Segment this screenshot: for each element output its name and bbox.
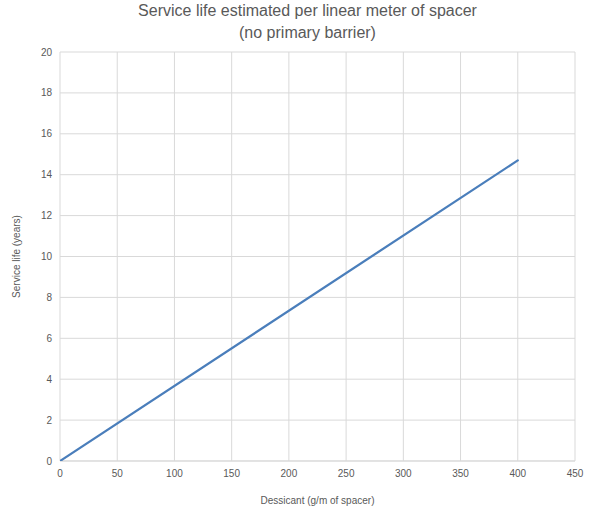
y-grid-line	[60, 133, 575, 134]
y-tick-label: 10	[41, 251, 53, 262]
x-tick-label: 0	[57, 468, 63, 479]
x-axis-label: Dessicant (g/m of spacer)	[261, 495, 375, 506]
y-tick-label: 0	[46, 456, 52, 467]
y-tick-label: 20	[41, 47, 53, 58]
x-tick-label: 450	[567, 468, 584, 479]
x-axis-line	[60, 461, 575, 462]
x-tick-label: 250	[338, 468, 355, 479]
y-tick-label: 2	[46, 415, 52, 426]
y-tick-label: 14	[41, 169, 53, 180]
y-tick-label: 4	[46, 374, 52, 385]
y-grid-line	[60, 338, 575, 339]
y-grid-line	[60, 92, 575, 93]
y-grid-line	[60, 215, 575, 216]
y-grid-line	[60, 256, 575, 257]
y-tick-label: 16	[41, 128, 53, 139]
y-grid-line	[60, 420, 575, 421]
tick-labels: 0246810121416182005010015020025030035040…	[41, 47, 584, 480]
x-grid-line	[517, 52, 518, 461]
y-tick-label: 8	[46, 292, 52, 303]
x-grid-line	[174, 52, 175, 461]
y-tick-label: 12	[41, 210, 53, 221]
x-tick-label: 300	[395, 468, 412, 479]
y-grid-line	[60, 379, 575, 380]
x-grid-line	[575, 52, 576, 461]
y-axis-label: Service life (years)	[11, 215, 22, 298]
y-tick-label: 18	[41, 87, 53, 98]
x-grid-line	[60, 52, 61, 461]
x-grid-line	[288, 52, 289, 461]
y-grid-line	[60, 461, 575, 462]
x-tick-label: 100	[166, 468, 183, 479]
x-tick-label: 350	[452, 468, 469, 479]
subtitle: (no primary barrier)	[239, 24, 376, 41]
x-tick-label: 400	[509, 468, 526, 479]
chart-svg: Service life estimated per linear meter …	[0, 0, 600, 532]
plot-area	[60, 160, 518, 461]
y-grid-line	[60, 52, 575, 53]
x-tick-label: 150	[223, 468, 240, 479]
title: Service life estimated per linear meter …	[138, 2, 477, 19]
grid	[60, 52, 575, 461]
x-grid-line	[346, 52, 347, 461]
chart-container: Service life estimated per linear meter …	[0, 0, 600, 532]
x-grid-line	[460, 52, 461, 461]
data-line	[60, 160, 518, 461]
x-tick-label: 200	[281, 468, 298, 479]
x-grid-line	[117, 52, 118, 461]
x-grid-line	[403, 52, 404, 461]
x-tick-label: 50	[112, 468, 124, 479]
y-tick-label: 6	[46, 333, 52, 344]
x-grid-line	[231, 52, 232, 461]
y-grid-line	[60, 297, 575, 298]
